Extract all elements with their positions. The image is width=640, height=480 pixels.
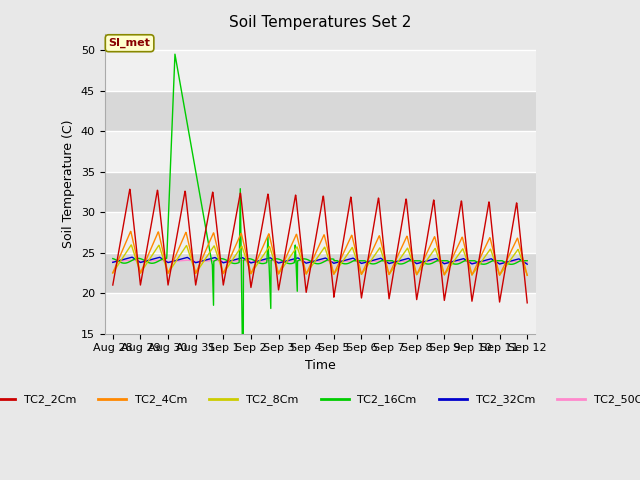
Bar <box>104 293 536 334</box>
Y-axis label: Soil Temperature (C): Soil Temperature (C) <box>62 120 75 248</box>
Bar <box>104 91 536 131</box>
Title: Soil Temperatures Set 2: Soil Temperatures Set 2 <box>229 15 411 30</box>
Bar <box>104 50 536 91</box>
Text: SI_met: SI_met <box>109 38 150 48</box>
Legend: TC2_2Cm, TC2_4Cm, TC2_8Cm, TC2_16Cm, TC2_32Cm, TC2_50Cm: TC2_2Cm, TC2_4Cm, TC2_8Cm, TC2_16Cm, TC2… <box>0 390 640 410</box>
Bar <box>104 212 536 252</box>
X-axis label: Time: Time <box>305 359 335 372</box>
Bar <box>104 252 536 293</box>
Bar <box>104 172 536 212</box>
Bar <box>104 131 536 172</box>
